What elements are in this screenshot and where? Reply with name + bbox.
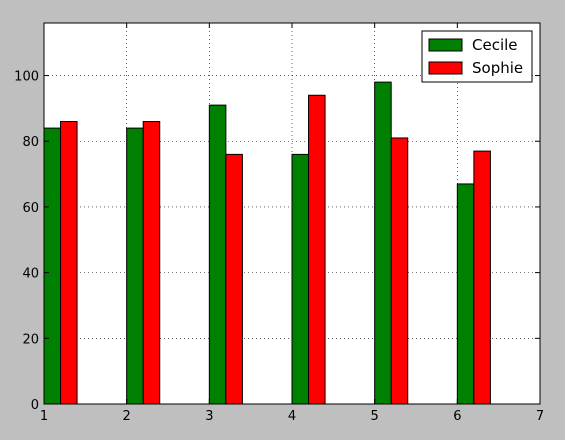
bar-sophie-4	[308, 94, 326, 405]
bar-cecile-5	[374, 81, 392, 405]
legend-label-sophie: Sophie	[472, 59, 523, 77]
x-tick-label: 7	[536, 409, 544, 424]
y-tick-label: 80	[22, 135, 39, 150]
x-tick-label: 5	[371, 409, 379, 424]
x-tick-label: 4	[288, 409, 296, 424]
bar-sophie-3	[225, 153, 243, 405]
bar-cecile-1	[43, 127, 62, 405]
bar-cecile-4	[291, 153, 310, 405]
legend-swatch-cecile	[428, 38, 463, 52]
legend-swatch-sophie	[428, 61, 463, 75]
legend-label-cecile: Cecile	[472, 36, 518, 54]
axis-ticks: 1 2 3 4 5 6 7 0 20 40 60 80 100	[14, 23, 544, 424]
bar-sophie-1	[60, 121, 78, 405]
bar-sophie-2	[142, 121, 161, 405]
y-tick-label: 40	[22, 267, 39, 282]
x-tick-label: 2	[123, 409, 131, 424]
x-tick-label: 1	[40, 409, 48, 424]
y-tick-label: 0	[31, 398, 39, 413]
x-tick-label: 3	[205, 409, 213, 424]
legend: Cecile Sophie	[421, 30, 533, 83]
bar-sophie-6	[473, 150, 491, 405]
y-tick-label: 60	[22, 201, 39, 216]
bar-cecile-2	[126, 127, 144, 405]
x-tick-label: 6	[453, 409, 461, 424]
bar-cecile-6	[456, 183, 475, 405]
bar-sophie-5	[390, 137, 409, 405]
y-tick-label: 100	[14, 70, 39, 85]
y-tick-label: 20	[22, 332, 39, 347]
bar-cecile-3	[208, 104, 227, 405]
